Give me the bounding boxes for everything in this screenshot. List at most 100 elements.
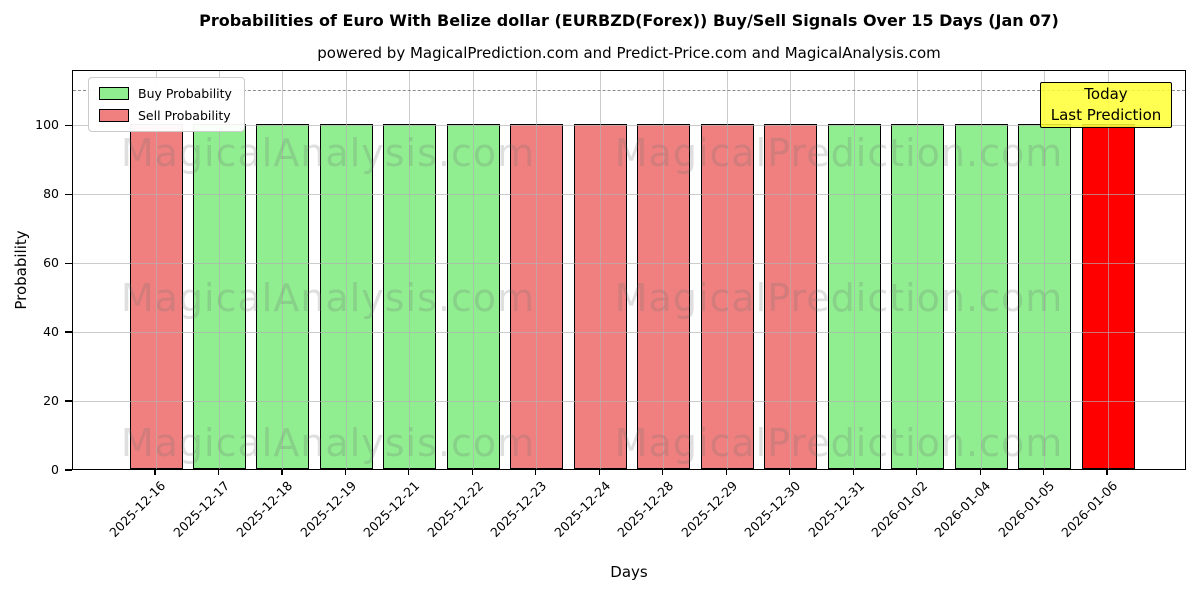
- x-tickmark: [535, 470, 537, 475]
- hgrid-80: [73, 193, 1185, 195]
- x-tick-label: 2025-12-29: [677, 478, 740, 540]
- x-tickmark: [979, 470, 981, 475]
- hgrid-40: [73, 331, 1185, 333]
- x-tick-label: 2026-01-04: [931, 478, 994, 540]
- vgrid-2025-12-29: [726, 71, 728, 469]
- x-tick-label: 2025-12-24: [550, 478, 613, 540]
- x-tick-label: 2025-12-31: [804, 478, 867, 540]
- vgrid-2025-12-23: [536, 71, 538, 469]
- bar-2025-12-29: [700, 124, 754, 469]
- today-annotation-line1: Today: [1084, 85, 1128, 103]
- x-axis-label: Days: [610, 563, 648, 581]
- x-tick-label: 2025-12-17: [170, 478, 233, 540]
- x-tick-label: 2026-01-05: [995, 478, 1058, 540]
- vgrid-2025-12-18: [282, 71, 284, 469]
- legend-label-sell: Sell Probability: [138, 108, 231, 123]
- x-tickmark: [1042, 470, 1045, 475]
- y-tick-label: 100: [35, 117, 59, 133]
- watermark-text: MagicalPrediction.com: [614, 131, 1064, 175]
- vgrid-2026-01-04: [980, 71, 982, 469]
- vgrid-2025-12-24: [599, 71, 601, 469]
- vgrid-2025-12-19: [345, 71, 347, 469]
- bar-2026-01-05: [1018, 124, 1072, 469]
- y-tick-label: 20: [43, 393, 59, 409]
- y-tick-label: 0: [51, 462, 59, 477]
- chart-subtitle: powered by MagicalPrediction.com and Pre…: [317, 44, 941, 62]
- vgrid-2025-12-30: [790, 71, 792, 469]
- y-tick-label: 80: [43, 186, 59, 202]
- bar-2025-12-28: [637, 124, 691, 469]
- x-tickmark: [408, 470, 410, 475]
- x-tick-label: 2025-12-30: [741, 478, 804, 540]
- vgrid-2025-12-22: [472, 71, 474, 469]
- bar-2025-12-19: [319, 124, 373, 469]
- watermark-text: MagicalPrediction.com: [614, 276, 1064, 320]
- vgrid-2025-12-31: [853, 71, 855, 469]
- x-tick-label: 2025-12-18: [233, 478, 296, 540]
- x-tickmark: [281, 470, 283, 475]
- vgrid-2026-01-06: [1107, 71, 1109, 469]
- legend-item-buy: Buy Probability: [99, 86, 232, 101]
- bar-2025-12-16: [129, 124, 183, 469]
- bar-2025-12-17: [192, 124, 246, 469]
- x-tick-label: 2026-01-06: [1058, 478, 1121, 540]
- bar-2026-01-02: [891, 124, 945, 469]
- bar-2025-12-21: [383, 124, 437, 469]
- y-tickmark: [65, 262, 72, 264]
- chart-title: Probabilities of Euro With Belize dollar…: [199, 11, 1059, 30]
- bar-2025-12-18: [256, 124, 310, 469]
- hgrid-20: [73, 400, 1185, 402]
- x-tickmark: [1106, 470, 1108, 475]
- watermark-text: MagicalAnalysis.com: [120, 276, 536, 320]
- threshold-dashed-line: [73, 90, 1185, 92]
- bar-2026-01-04: [954, 124, 1008, 469]
- y-tick-label: 60: [43, 255, 59, 271]
- x-tick-label: 2025-12-21: [360, 478, 423, 540]
- x-tickmark: [471, 470, 473, 475]
- x-tick-label: 2026-01-02: [868, 478, 931, 540]
- bar-2025-12-22: [446, 124, 500, 469]
- x-tick-label: 2025-12-16: [106, 478, 169, 540]
- bar-2025-12-31: [827, 124, 881, 469]
- x-tickmark: [344, 470, 346, 475]
- x-tickmark: [916, 470, 918, 475]
- legend: Buy Probability Sell Probability: [88, 77, 245, 132]
- hgrid-60: [73, 262, 1185, 264]
- bar-2025-12-24: [573, 124, 627, 469]
- y-tickmark: [65, 331, 72, 333]
- y-tickmark: [65, 193, 72, 195]
- y-tickmark: [65, 400, 72, 402]
- vgrid-2026-01-05: [1044, 71, 1046, 469]
- x-tick-label: 2025-12-22: [423, 478, 486, 540]
- y-tickmark: [65, 469, 72, 471]
- x-tickmark: [598, 470, 600, 475]
- x-tickmark: [662, 470, 664, 475]
- today-annotation-line2: Last Prediction: [1050, 106, 1162, 124]
- vgrid-2025-12-28: [663, 71, 665, 469]
- x-tick-label: 2025-12-19: [297, 478, 360, 540]
- y-tick-label: 40: [43, 324, 59, 340]
- watermark-text: MagicalAnalysis.com: [120, 421, 536, 465]
- watermark-text: MagicalPrediction.com: [614, 421, 1064, 465]
- bar-2025-12-23: [510, 124, 564, 469]
- legend-label-buy: Buy Probability: [138, 86, 232, 101]
- sell-swatch-icon: [99, 109, 129, 122]
- x-tickmark: [154, 470, 156, 475]
- watermark-text: MagicalAnalysis.com: [120, 131, 536, 175]
- vgrid-2025-12-21: [409, 71, 411, 469]
- x-tick-label: 2025-12-28: [614, 478, 677, 540]
- x-tickmark: [217, 470, 220, 475]
- today-annotation: Today Last Prediction: [1040, 82, 1172, 128]
- y-tickmark: [65, 124, 72, 126]
- x-tick-label: 2025-12-23: [487, 478, 550, 540]
- bar-2025-12-30: [764, 124, 818, 469]
- x-tickmark: [852, 470, 854, 475]
- vgrid-2026-01-02: [917, 71, 919, 469]
- legend-item-sell: Sell Probability: [99, 108, 232, 123]
- x-tickmark: [725, 470, 727, 475]
- y-axis-label: Probability: [12, 230, 30, 310]
- buy-swatch-icon: [99, 87, 129, 100]
- bar-2026-01-06: [1081, 124, 1135, 469]
- x-tickmark: [789, 470, 791, 475]
